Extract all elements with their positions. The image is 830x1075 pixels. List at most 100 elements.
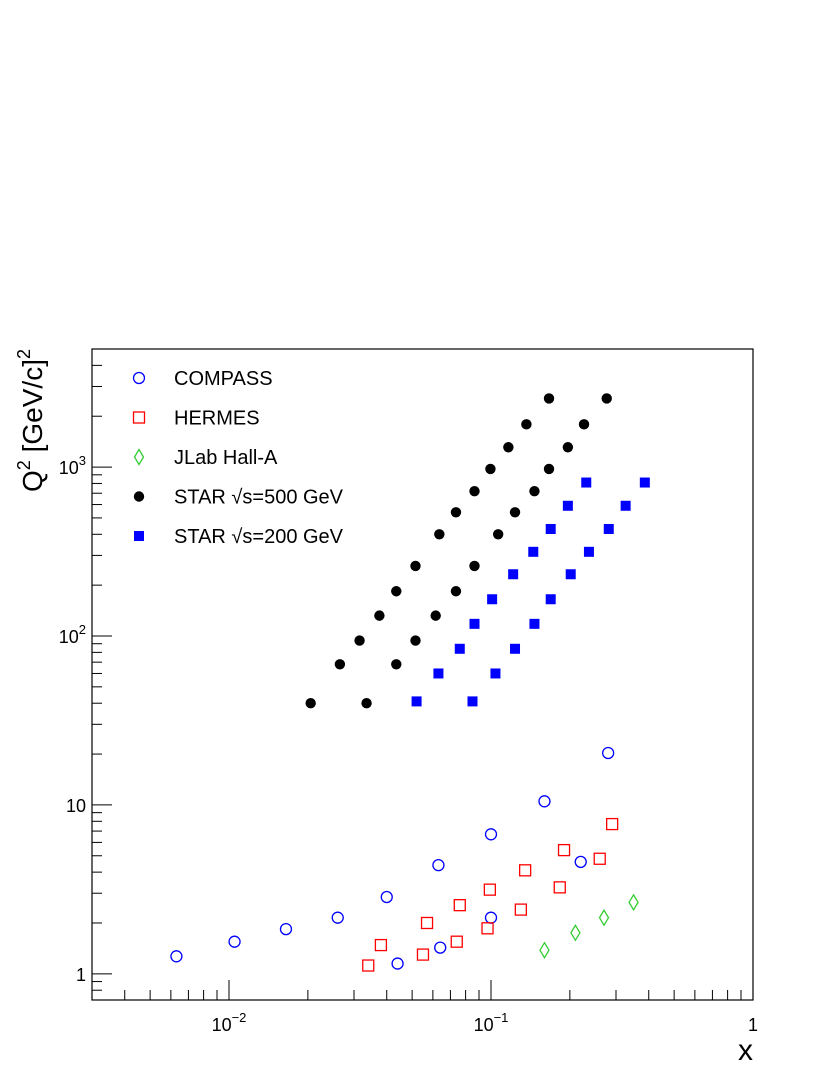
data-point — [481, 922, 494, 935]
data-point — [469, 485, 480, 497]
data-point — [574, 855, 587, 869]
data-point — [583, 546, 594, 557]
x-tick-label-base: 10 — [474, 1015, 494, 1035]
plot-axes — [91, 348, 754, 1001]
legend-label: HERMES — [174, 408, 260, 430]
y-tick-label: 1 — [76, 965, 86, 985]
legend-marker — [134, 531, 144, 541]
data-point — [509, 507, 521, 518]
data-point — [420, 916, 434, 930]
data-point — [380, 890, 393, 904]
data-point — [483, 883, 497, 896]
y-tick-label: 10 — [66, 796, 86, 816]
data-point — [539, 941, 550, 959]
x-tick-label-exponent: −1 — [494, 1010, 509, 1025]
x-axis-title: x — [738, 1034, 753, 1067]
data-point — [391, 659, 402, 670]
x-tick-label-base: 10 — [212, 1015, 232, 1035]
y-axis-title-text: [GeV/c] — [17, 359, 48, 460]
legend-label: STAR √s=500 GeV — [174, 487, 344, 509]
legend-marker — [133, 448, 145, 466]
x-tick-label: 1 — [748, 1015, 758, 1035]
series-compass — [170, 746, 615, 970]
data-point — [578, 419, 590, 430]
data-point — [467, 696, 478, 707]
data-point — [557, 843, 571, 857]
x-tick-label-exponent: −2 — [232, 1010, 247, 1025]
data-point — [581, 477, 592, 488]
data-point — [487, 594, 498, 605]
data-point — [454, 643, 465, 654]
data-point — [514, 903, 528, 916]
data-point — [434, 529, 445, 540]
data-point — [362, 959, 375, 972]
data-point — [450, 935, 463, 948]
y-axis-title: Q2 [GeV/c]2 — [14, 349, 48, 492]
data-point — [565, 569, 576, 580]
data-point — [374, 938, 388, 952]
data-point — [391, 586, 402, 597]
series-hermes — [362, 817, 619, 972]
data-point — [639, 477, 650, 488]
data-point — [305, 698, 316, 709]
legend: COMPASS HERMES JLab Hall-A STAR √s=500 GeV S… — [132, 368, 344, 548]
data-point — [374, 610, 385, 621]
y-axis-title-text: Q — [17, 470, 48, 492]
legend-marker — [132, 411, 146, 424]
data-point — [432, 858, 445, 872]
y-tick-label: 102 — [59, 622, 86, 647]
data-point — [605, 817, 619, 831]
x-tick-label: 10−2 — [212, 1010, 247, 1035]
legend-label: COMPASS — [174, 368, 273, 390]
y-tick-label-exponent: 2 — [79, 622, 86, 637]
data-point — [469, 560, 480, 572]
data-point — [602, 746, 615, 760]
data-point — [453, 899, 466, 912]
y-tick-label-base: 10 — [59, 627, 79, 647]
data-point — [334, 659, 346, 670]
y-tick-label-exponent: 3 — [79, 453, 86, 468]
data-point — [391, 957, 404, 970]
y-tick-label-base: 10 — [66, 796, 86, 816]
legend-marker — [133, 491, 145, 502]
data-point — [434, 941, 447, 954]
data-point — [490, 668, 501, 679]
data-point — [538, 795, 551, 808]
data-point — [228, 935, 241, 948]
data-point — [354, 635, 365, 646]
data-point — [553, 881, 566, 894]
data-point — [411, 696, 422, 707]
series-star-s-500-gev — [305, 393, 612, 709]
data-point — [528, 546, 539, 557]
y-axis-title-superscript: 2 — [14, 460, 34, 470]
legend-label: JLab Hall-A — [174, 447, 278, 469]
plot-marks — [170, 393, 650, 972]
data-point — [503, 442, 514, 453]
data-point — [570, 924, 581, 942]
data-point — [598, 908, 610, 927]
data-point — [628, 893, 639, 912]
data-point — [545, 594, 556, 605]
data-point — [545, 523, 556, 534]
data-point — [485, 463, 496, 475]
data-point — [484, 828, 498, 841]
data-point — [170, 950, 183, 963]
x-tick-label-base: 1 — [748, 1015, 758, 1035]
legend-marker — [132, 371, 146, 385]
data-point — [601, 393, 612, 404]
y-tick-label-base: 1 — [76, 965, 86, 985]
data-point — [331, 911, 344, 924]
data-point — [603, 523, 614, 534]
data-point — [562, 500, 573, 511]
y-tick-label: 103 — [59, 453, 86, 478]
y-tick-label-base: 10 — [59, 458, 79, 478]
data-point — [433, 668, 444, 679]
data-point — [620, 500, 631, 511]
data-point — [562, 442, 574, 453]
data-point — [416, 948, 430, 961]
legend-label: STAR √s=200 GeV — [174, 526, 344, 548]
data-point — [529, 618, 540, 629]
